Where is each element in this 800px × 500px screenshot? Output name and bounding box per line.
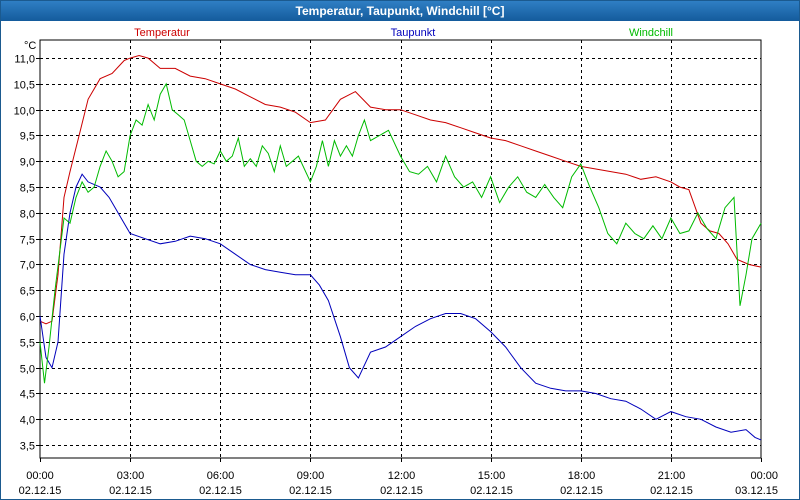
x-tick-date-label: 02.12.15 [560, 485, 603, 497]
y-axis: 3,5 4,0 4,5 5,0 5,5 6,0 6,5 7,0 7,5 8,0 8,5 9,0 9,5 1… [14, 54, 40, 453]
y-axis-unit-label: °C [24, 40, 36, 52]
legend-item-temperatur: Temperatur [134, 27, 190, 39]
y-tick-label: 8,5 [20, 183, 35, 195]
series-line-temperatur [39, 54, 762, 325]
y-tick-label: 9,5 [20, 131, 35, 143]
y-tick-label: 4,5 [20, 389, 35, 401]
legend-item-taupunkt: Taupunkt [391, 27, 436, 39]
x-tick-date-label: 02.12.15 [380, 485, 423, 497]
y-tick-label: 10,0 [14, 106, 35, 118]
x-tick-date-label: 02.12.15 [289, 485, 332, 497]
x-tick-date-label: 02.12.15 [650, 485, 693, 497]
x-tick-time-label: 00:00 [750, 470, 778, 482]
legend-item-windchill: Windchill [629, 27, 673, 39]
plot-area [39, 39, 762, 459]
x-tick-time-label: 00:00 [26, 470, 54, 482]
y-tick-label: 10,5 [14, 80, 35, 92]
series-line-taupunkt [39, 173, 762, 441]
x-tick-time-label: 09:00 [297, 470, 325, 482]
y-tick-label: 8,0 [20, 209, 35, 221]
y-tick-label: 5,0 [20, 364, 35, 376]
y-tick-label: 7,0 [20, 260, 35, 272]
x-tick-time-label: 15:00 [478, 470, 506, 482]
series-line-windchill [39, 82, 762, 384]
x-tick-date-label: 02.12.15 [109, 485, 152, 497]
legend: Temperatur Taupunkt Windchill [134, 27, 673, 39]
y-tick-label: 3,5 [20, 441, 35, 453]
y-tick-label: 11,0 [14, 54, 35, 66]
y-tick-label: 6,5 [20, 286, 35, 298]
y-tick-label: 9,0 [20, 157, 35, 169]
y-tick-label: 6,0 [20, 312, 35, 324]
y-tick-label: 4,0 [20, 415, 35, 427]
x-axis: 00:00 02.12.15 03:00 02.12.15 06:00 02.12.15 0… [19, 458, 778, 497]
x-tick-time-label: 06:00 [207, 470, 235, 482]
x-tick-time-label: 03:00 [117, 470, 145, 482]
x-tick-time-label: 21:00 [658, 470, 686, 482]
x-tick-date-label: 02.12.15 [470, 485, 513, 497]
x-tick-date-label: 02.12.15 [199, 485, 242, 497]
series-lines [39, 54, 762, 441]
x-tick-date-label: 03.12.15 [735, 485, 778, 497]
x-tick-date-label: 02.12.15 [19, 485, 62, 497]
grid-lines [40, 40, 761, 458]
x-tick-time-label: 12:00 [388, 470, 416, 482]
y-tick-label: 7,5 [20, 235, 35, 247]
x-tick-time-label: 18:00 [568, 470, 596, 482]
y-tick-label: 5,5 [20, 338, 35, 350]
window-title: Temperatur, Taupunkt, Windchill [°C] [1, 1, 799, 21]
